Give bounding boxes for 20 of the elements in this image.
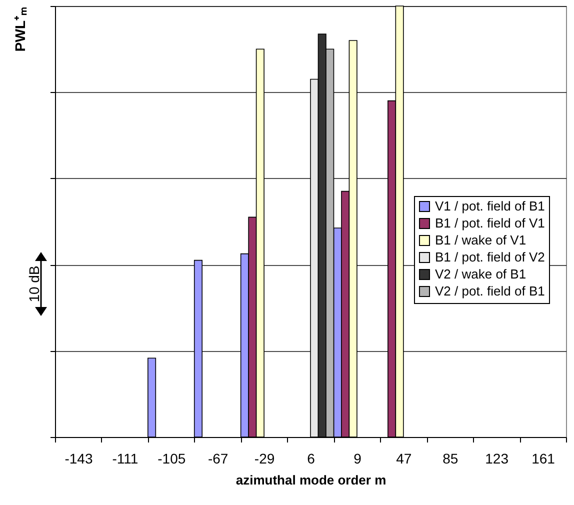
x-tick-label: 47 (396, 450, 412, 466)
legend-label: V2 / wake of B1 (435, 266, 526, 282)
legend-label: B1 / pot. field of V2 (435, 250, 545, 264)
x-tick-label: -143 (64, 450, 93, 466)
y-axis-title: PWL⁺ₘ (12, 6, 28, 52)
x-axis-title: azimuthal mode order m (236, 472, 386, 488)
text: 10 dB (26, 266, 42, 302)
legend-label: V1 / pot. field of B1 (435, 198, 545, 214)
x-tick-label: 9 (354, 450, 362, 466)
x-tick-label: 6 (307, 450, 316, 466)
x-tick-label: 123 (485, 450, 509, 466)
x-tick-label: -111 (112, 450, 138, 466)
x-tick-label: -105 (158, 450, 186, 466)
x-tick-label: 161 (532, 450, 556, 466)
legend-label: V2 / pot. field of B1 (435, 284, 545, 298)
x-tick-label: -67 (208, 450, 228, 466)
legend-label: B1 / wake of V1 (435, 232, 526, 248)
x-tick-label: 85 (442, 450, 458, 466)
legend-label: B1 / pot. field of V1 (435, 216, 545, 230)
x-tick-label: -29 (254, 450, 275, 466)
